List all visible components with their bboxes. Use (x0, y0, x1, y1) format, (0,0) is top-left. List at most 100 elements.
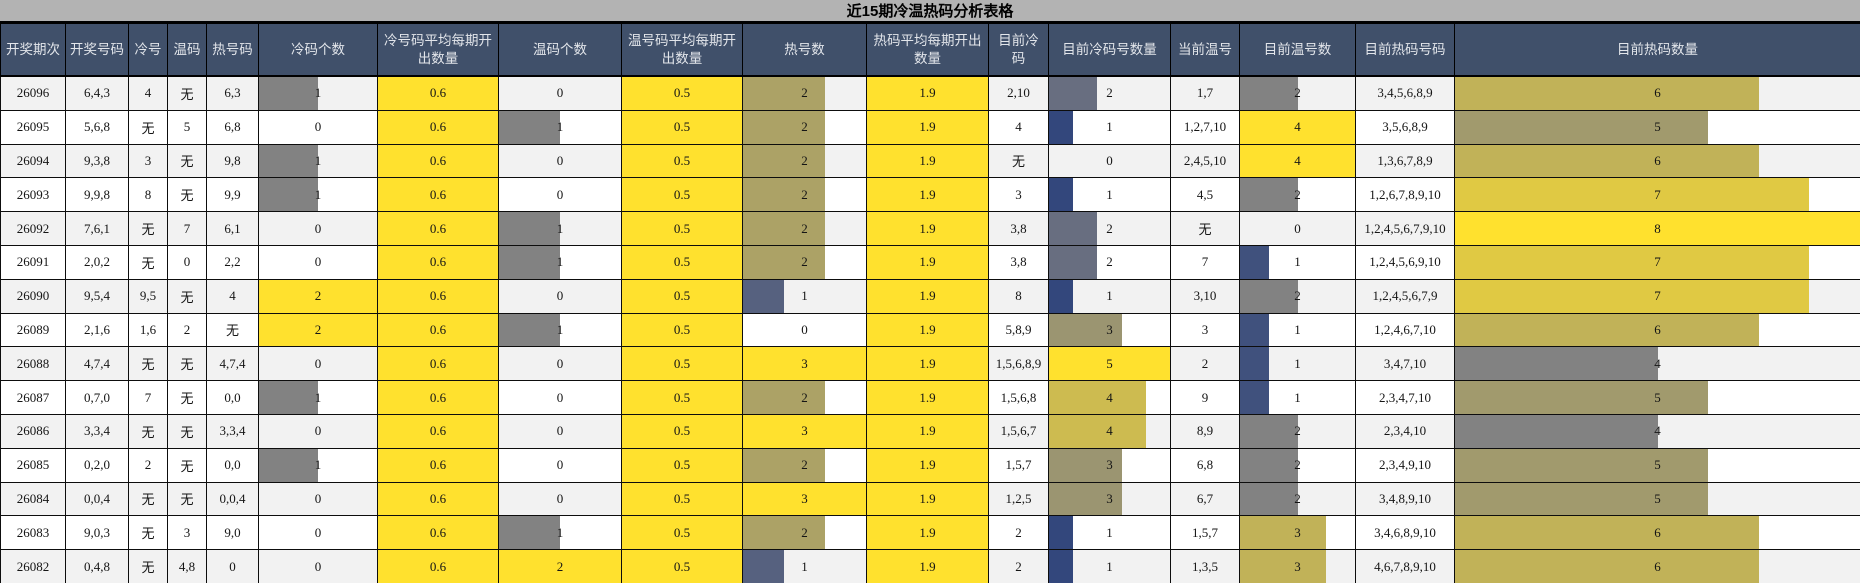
cell-cur-cold: 3,8 (988, 244, 1049, 280)
cell-value: 3 (801, 423, 808, 439)
cell-cur-warm-count: 3 (1239, 515, 1356, 551)
cell-value: 0 (314, 119, 322, 135)
cell-value: 0.6 (429, 254, 447, 270)
cell-hot-avg: 1.9 (866, 481, 989, 517)
cell-cur-cold: 1,5,6,8,9 (988, 346, 1049, 382)
cell-hot-count: 2 (742, 211, 867, 246)
cell-cur-hot: 1,2,4,5,6,9,10 (1355, 244, 1455, 280)
cell-warm-count: 1 (498, 109, 622, 145)
data-bar (1240, 313, 1269, 347)
cell-value: 1.9 (919, 254, 936, 270)
cell-cur-cold: 2 (988, 515, 1049, 551)
data-bar (867, 245, 988, 279)
cell-hot-count: 1 (742, 278, 867, 314)
cell-value: 1 (801, 558, 808, 574)
cell-value: 2 (1106, 220, 1113, 236)
cell-numbers: 2,0,2 (65, 244, 129, 280)
cell-warm-count: 1 (498, 244, 622, 280)
cell-numbers: 2,1,6 (65, 312, 129, 348)
cell-value: 1.9 (919, 85, 936, 101)
cell-hot: 2,2 (206, 244, 259, 280)
cell-warm-count: 0 (498, 481, 622, 517)
cell-warm: 0 (167, 244, 207, 280)
cell-cur-hot: 1,3,6,7,8,9 (1355, 143, 1455, 179)
data-bar (743, 347, 866, 381)
cell-hot: 0,0 (206, 380, 259, 415)
cell-cur-cold: 1,5,7 (988, 447, 1049, 483)
cell-value: 0.5 (673, 457, 691, 473)
cell-warm: 5 (167, 109, 207, 145)
cell-value: 2 (1294, 457, 1301, 473)
data-bar (867, 313, 988, 347)
cell-value: 1 (1294, 389, 1301, 405)
cell-value: 4 (1294, 152, 1301, 168)
cell-value: 2 (801, 220, 808, 236)
cell-cold: 无 (128, 549, 168, 583)
data-bar (622, 313, 742, 347)
cell-cold-avg: 0.6 (377, 312, 499, 348)
cell-numbers: 9,3,8 (65, 143, 129, 179)
cell-value: 1 (556, 220, 564, 236)
cell-hot-avg: 1.9 (866, 515, 989, 551)
cell-hot: 9,0 (206, 515, 259, 551)
cell-value: 1 (556, 119, 564, 135)
data-bar (1455, 381, 1709, 414)
cell-numbers: 3,3,4 (65, 413, 129, 449)
cell-numbers: 9,0,3 (65, 515, 129, 551)
cell-value: 3 (1106, 490, 1113, 506)
cell-warm-count: 0 (498, 447, 622, 483)
cell-cur-hot-count: 4 (1454, 346, 1860, 382)
cell-hot-count: 2 (742, 143, 867, 179)
cell-value: 0 (314, 423, 322, 439)
cell-warm-avg: 0.5 (621, 413, 743, 449)
cell-cur-cold-count: 1 (1048, 109, 1171, 145)
cell-cold-avg: 0.6 (377, 413, 499, 449)
data-bar (622, 448, 742, 482)
data-bar (743, 516, 825, 550)
cell-value: 1 (1106, 524, 1113, 540)
cell-period: 26092 (0, 211, 66, 246)
cell-value: 0 (1106, 152, 1113, 168)
cell-cold: 4 (128, 75, 168, 111)
cell-value: 7 (1654, 254, 1661, 270)
cell-value: 5 (1654, 457, 1661, 473)
data-bar (1049, 482, 1122, 516)
cell-cur-hot: 2,3,4,9,10 (1355, 447, 1455, 483)
cell-cur-hot-count: 7 (1454, 278, 1860, 314)
data-bar (259, 144, 318, 178)
data-bar (1049, 448, 1122, 482)
data-bar (867, 482, 988, 516)
cell-cur-cold-count: 5 (1048, 346, 1171, 382)
data-bar (1049, 245, 1098, 279)
cell-cur-hot-count: 6 (1454, 515, 1860, 551)
cell-cur-hot-count: 6 (1454, 312, 1860, 348)
cell-value: 0.6 (429, 524, 447, 540)
cell-cur-hot-count: 4 (1454, 413, 1860, 449)
cell-value: 3 (1294, 558, 1301, 574)
cell-numbers: 4,7,4 (65, 346, 129, 382)
data-bar (743, 77, 825, 110)
cell-cold-count: 1 (258, 143, 378, 179)
data-bar (743, 245, 825, 279)
column-header-cur-warm-count: 目前温号数 (1239, 23, 1356, 77)
cell-value: 1 (556, 254, 564, 270)
cell-warm: 无 (167, 143, 207, 179)
cell-hot-avg: 1.9 (866, 75, 989, 111)
data-bar (378, 245, 498, 279)
cell-cold-avg: 0.6 (377, 177, 499, 213)
cell-cur-cold-count: 0 (1048, 143, 1171, 179)
data-bar (1049, 212, 1098, 245)
cell-cold-count: 0 (258, 481, 378, 517)
data-bar (1455, 245, 1810, 279)
cell-value: 4 (1654, 423, 1661, 439)
cell-cur-warm-count: 4 (1239, 143, 1356, 179)
cell-hot-avg: 1.9 (866, 413, 989, 449)
cell-period: 26088 (0, 346, 66, 382)
cell-numbers: 7,6,1 (65, 211, 129, 246)
cell-value: 2 (556, 558, 564, 574)
table-row: 26096 6,4,3 4 无 6,3 1 0.6 0 0.5 2 1.9 2,10 2 1,7 2 3,4,… (0, 75, 1860, 111)
cell-hot: 6,3 (206, 75, 259, 111)
cell-cur-hot-count: 5 (1454, 481, 1860, 517)
cell-value: 0 (314, 254, 322, 270)
cell-cur-hot-count: 7 (1454, 177, 1860, 213)
